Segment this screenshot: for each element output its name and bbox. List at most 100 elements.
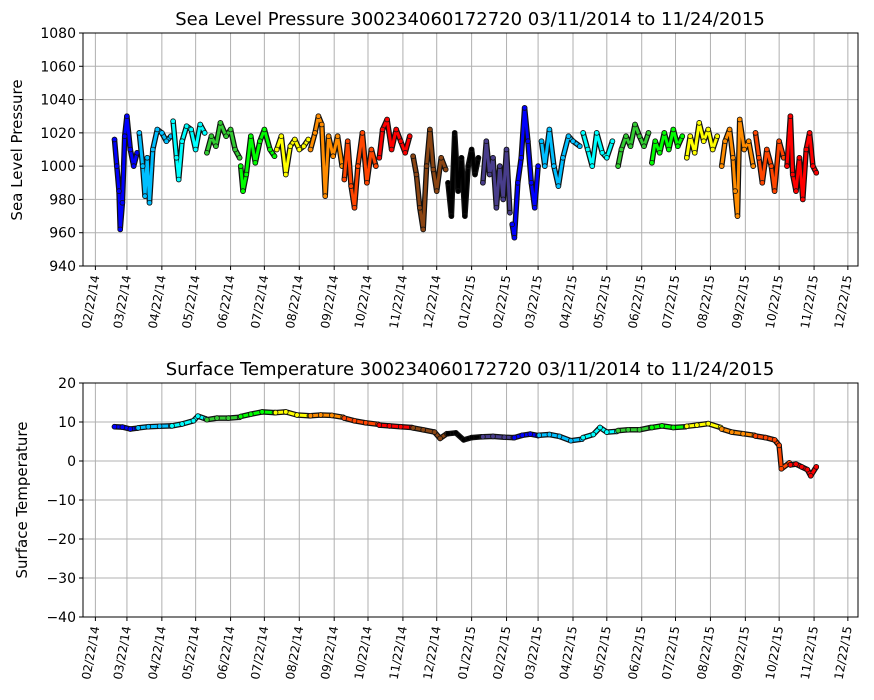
sst-data-point — [636, 426, 643, 433]
sst-data-point — [169, 423, 175, 429]
sst-data-point — [776, 442, 782, 449]
slp-axes-frame — [82, 32, 859, 267]
sst-series-segment — [377, 423, 414, 429]
slp-data-point — [468, 146, 475, 153]
sst-series-segment — [113, 425, 139, 431]
slp-data-point — [438, 155, 445, 161]
sst-data-point — [431, 429, 438, 435]
slp-data-point — [649, 160, 655, 166]
slp-data-point — [627, 143, 634, 150]
slp-data-point — [397, 138, 404, 145]
sst-axes-frame — [82, 382, 859, 618]
sst-data-point — [787, 462, 794, 468]
sst-data-point — [807, 472, 814, 479]
slp-data-point — [252, 160, 259, 166]
slp-data-point — [810, 163, 816, 169]
slp-data-point — [555, 183, 562, 189]
slp-data-point — [584, 146, 591, 153]
slp-data-point — [318, 121, 325, 128]
slp-data-point — [179, 138, 185, 145]
sst-data-point — [204, 416, 210, 423]
slp-data-point — [217, 120, 224, 126]
sst-series-segment — [481, 434, 515, 440]
sst-data-point — [536, 432, 542, 439]
slp-data-point — [726, 126, 733, 133]
slp-ytick-label: 960 — [49, 226, 76, 242]
sst-series-segment — [616, 426, 653, 433]
sst-data-point — [317, 412, 324, 418]
slp-data-point — [507, 209, 513, 216]
sst-data-point — [793, 461, 799, 467]
slp-data-point — [223, 133, 229, 140]
sst-data-point — [410, 425, 416, 431]
slp-data-point — [175, 176, 182, 183]
sst-data-point — [248, 411, 254, 418]
sst-series-segment — [205, 415, 242, 422]
slp-series-segment — [720, 118, 755, 218]
sea-level-pressure-ylabel: Sea Level Pressure — [8, 79, 26, 220]
sst-series-segment — [274, 410, 311, 418]
slp-data-point — [315, 113, 322, 119]
sst-data-point — [580, 434, 586, 441]
slp-ytick-label: 1020 — [40, 126, 76, 142]
slp-data-point — [521, 105, 528, 111]
slp-data-point — [580, 130, 586, 136]
sst-data-point — [445, 430, 451, 437]
sst-data-point — [740, 430, 746, 437]
slp-data-point — [384, 116, 390, 123]
slp-data-point — [201, 130, 208, 136]
slp-data-point — [490, 155, 496, 161]
slp-data-point — [700, 138, 707, 145]
slp-data-point — [197, 121, 204, 128]
slp-data-point — [117, 226, 123, 233]
slp-data-point — [599, 150, 606, 156]
slp-data-point — [763, 146, 770, 153]
sst-data-point — [397, 423, 404, 430]
sst-data-point — [127, 426, 134, 432]
slp-data-point — [771, 188, 778, 194]
slp-data-point — [427, 126, 433, 133]
sst-data-point — [386, 423, 393, 429]
sst-data-point — [376, 422, 383, 428]
slp-data-point — [632, 121, 638, 128]
slp-data-point — [732, 188, 738, 194]
sst-data-point — [546, 431, 553, 438]
sst-series-segment — [239, 410, 276, 418]
slp-series-segment — [113, 114, 139, 231]
slp-data-point — [307, 146, 314, 153]
slp-data-point — [154, 126, 161, 133]
sea-level-pressure-title: Sea Level Pressure 300234060172720 03/11… — [175, 9, 765, 30]
slp-data-point — [768, 163, 775, 169]
slp-data-point — [641, 143, 647, 150]
slp-data-point — [227, 126, 234, 133]
slp-data-point — [119, 200, 126, 206]
slp-data-point — [364, 180, 370, 186]
sst-data-point — [778, 465, 785, 472]
slp-data-point — [300, 143, 307, 150]
slp-data-point — [514, 180, 521, 186]
slp-data-point — [756, 155, 762, 161]
sst-data-point — [460, 437, 467, 443]
slp-data-point — [359, 130, 366, 136]
slp-data-point — [430, 166, 437, 173]
slp-data-point — [645, 130, 652, 136]
slp-data-point — [348, 183, 354, 189]
slp-data-point — [330, 153, 336, 160]
sst-data-point — [590, 431, 597, 438]
sst-ytick-label: −10 — [46, 493, 76, 509]
slp-data-point — [243, 171, 250, 178]
slp-series-segment — [754, 131, 786, 193]
sst-data-point — [752, 433, 759, 439]
sst-data-point — [453, 430, 459, 436]
sst-data-point — [813, 464, 820, 470]
sst-data-point — [272, 409, 279, 416]
slp-data-point — [496, 163, 503, 169]
slp-data-point — [121, 133, 128, 140]
slp-data-point — [237, 163, 244, 169]
sst-ytick-label: −30 — [46, 571, 76, 587]
slp-series-segment — [446, 131, 480, 218]
slp-data-point — [406, 133, 413, 140]
slp-data-point — [525, 138, 531, 145]
slp-data-point — [483, 138, 490, 145]
